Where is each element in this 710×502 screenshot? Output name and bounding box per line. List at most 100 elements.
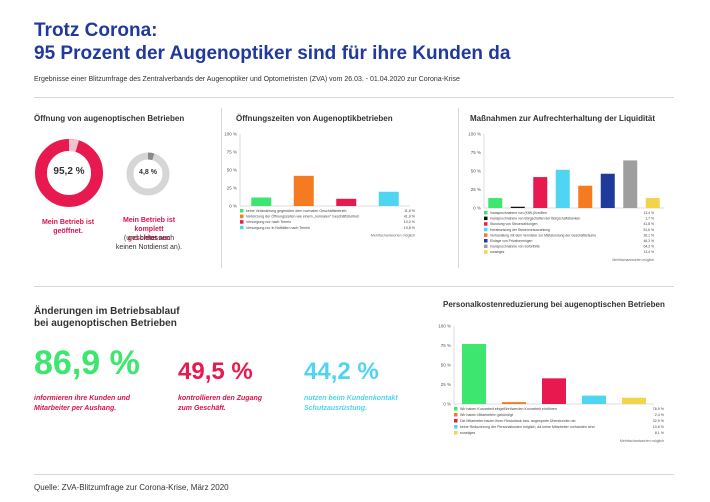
legend-entry: Versorgung nur nach Termin (246, 220, 291, 224)
legend-swatch (484, 211, 488, 215)
chart-note: Mehrfachantworten möglich (620, 439, 664, 443)
y-tick-label: 0 % (443, 402, 451, 407)
y-tick-label: 50 % (227, 168, 237, 173)
page-title-line1: Trotz Corona: (34, 20, 158, 41)
legend-swatch (454, 419, 458, 423)
bar (293, 175, 314, 206)
legend-value: 1,7 % (645, 217, 654, 221)
legend-value: 13,4 % (643, 211, 654, 215)
legend-entry: keine Reduzierung der Personalkosten mög… (460, 425, 594, 429)
bar (622, 397, 646, 404)
chart-oeffnungszeiten-title: Öffnungszeiten von Augenoptikbetrieben (236, 114, 393, 123)
stat-aushang-value: 86,9 % (34, 344, 140, 382)
legend-entry: Verkürzung der Öffnungszeiten wie einem … (246, 215, 359, 219)
divider-vertical-1 (221, 108, 222, 268)
y-tick-label: 50 % (441, 363, 451, 368)
legend-swatch (454, 431, 458, 435)
divider-bottom (34, 474, 674, 475)
opening-donuts (35, 139, 170, 207)
page-subtitle: Ergebnisse einer Blitzumfrage des Zentra… (34, 76, 460, 83)
legend-value: 30,1 % (643, 233, 654, 237)
legend-value: 13,4 % (643, 250, 654, 254)
changes-title-line1: Änderungen im Betriebsablauf (34, 306, 180, 317)
legend-swatch (454, 413, 458, 417)
open-donut-gap (68, 139, 79, 153)
y-tick-label: 75 % (441, 343, 451, 348)
chart-personalkosten-title: Personalkostenreduzierung bei augenoptis… (443, 300, 665, 309)
bar (578, 185, 593, 208)
legend-swatch (454, 407, 458, 411)
legend-value: 32,9 % (653, 419, 665, 423)
divider-vertical-2 (458, 108, 459, 268)
chart-oeffnungszeiten: 100 % 75 % 50 % 25 % 0 % keine Veränderung ge… (224, 132, 416, 238)
y-tick-label: 0 % (473, 206, 481, 211)
legend-swatch (484, 227, 488, 232)
bar (510, 206, 525, 208)
legend-swatch (240, 209, 244, 213)
bar (502, 402, 526, 404)
legend-swatch (484, 250, 488, 254)
legend-entry: Verhandlung mit dem Vermieter zur Mietst… (490, 233, 596, 237)
legend-entry: sonstiges (490, 250, 505, 254)
legend-value: 51,6 % (643, 228, 654, 232)
legend-swatch (454, 425, 458, 429)
open-donut-value: 95,2 % (53, 166, 85, 177)
stat-schutz-text: nutzen beim Kundenkontakt Schutzausrüstu… (304, 395, 398, 412)
page-title-line2: 95 Prozent der Augenoptiker sind für ihr… (34, 43, 511, 64)
legend-entry: Herabsetzung der Steuervorauszahlung (490, 228, 550, 232)
bar (378, 191, 399, 206)
legend-swatch (240, 214, 244, 219)
open-donut (35, 139, 103, 207)
y-tick-label: 25 % (227, 186, 237, 191)
y-tick-label: 50 % (471, 169, 481, 174)
y-tick-label: 100 % (438, 324, 451, 329)
stat-schutz-value: 44,2 % (304, 358, 379, 385)
legend-value: 11,8 % (404, 209, 416, 213)
y-tick-label: 25 % (441, 382, 451, 387)
closed-donut-value: 4,8 % (139, 169, 157, 176)
stat-zugang-text: kontrollieren den Zugang zum Geschäft. (178, 395, 263, 412)
legend-entry: sonstiges (460, 431, 475, 435)
opening-panel-title: Öffnung von augenoptischen Betrieben (34, 114, 185, 123)
legend-entry: Inanspruchnahme von (KfW-)Krediten (490, 211, 547, 215)
bar (582, 395, 606, 404)
y-tick-label: 100 % (224, 132, 237, 137)
bar (533, 177, 548, 208)
chart-note: Mehrfachantworten möglich (371, 233, 415, 237)
bar (336, 198, 357, 206)
closed-donut (126, 152, 170, 196)
legend-swatch (484, 233, 488, 237)
legend-swatch (484, 222, 488, 226)
chart-note: Mehrfachantworten möglich (612, 258, 654, 262)
stat-aushang-text: informieren ihre Kunden und Mitarbeiter … (34, 395, 131, 412)
divider-middle (34, 286, 674, 287)
legend-entry: keine Veränderung gegenüber dem normalen… (246, 209, 347, 213)
legend-value: 10,8 % (653, 425, 665, 429)
legend-swatch (240, 220, 244, 224)
bar (555, 169, 570, 208)
legend-swatch (484, 244, 488, 249)
legend-value: 46,3 % (643, 239, 654, 243)
open-donut-hole (47, 151, 91, 195)
stat-zugang-value: 49,5 % (178, 358, 253, 385)
legend-value: 41,8 % (643, 222, 654, 226)
bar (542, 378, 566, 404)
legend-entry: Versorgung nur in Notfällen nach Termin (246, 226, 310, 230)
y-tick-label: 0 % (229, 204, 237, 209)
legend-value: 41,9 % (404, 215, 416, 219)
y-tick-label: 75 % (227, 150, 237, 155)
chart-liquiditaet: 100 % 75 % 50 % 25 % 0 % Inanspruchnahme von … (468, 132, 664, 262)
bar (645, 198, 660, 208)
legend-swatch (240, 225, 244, 230)
chart-personalkosten: 100 % 75 % 50 % 25 % 0 % Wir haben Kurzarbeit… (438, 324, 665, 444)
legend-swatch (484, 216, 488, 221)
closed-caption: Mein Betrieb ist komplett geschlossen (122, 217, 176, 242)
bar (600, 173, 615, 208)
legend-entry: Inanspruchnahme von Soforthilfe (490, 245, 540, 249)
legend-value: 64,3 % (643, 245, 654, 249)
legend-entry: Inanspruchnahme von Bürgschaften der Bür… (490, 217, 580, 221)
source-note: Quelle: ZVA-Blitzumfrage zur Corona-Kris… (34, 483, 229, 492)
legend-entry: Wir haben Kurzarbeit eingeführt/werden K… (460, 407, 557, 411)
legend-entry: Die Mitarbeiter bauen ihren Resturlaub b… (460, 419, 575, 423)
legend-entry: Einlage von Privatvermögen (490, 239, 533, 243)
